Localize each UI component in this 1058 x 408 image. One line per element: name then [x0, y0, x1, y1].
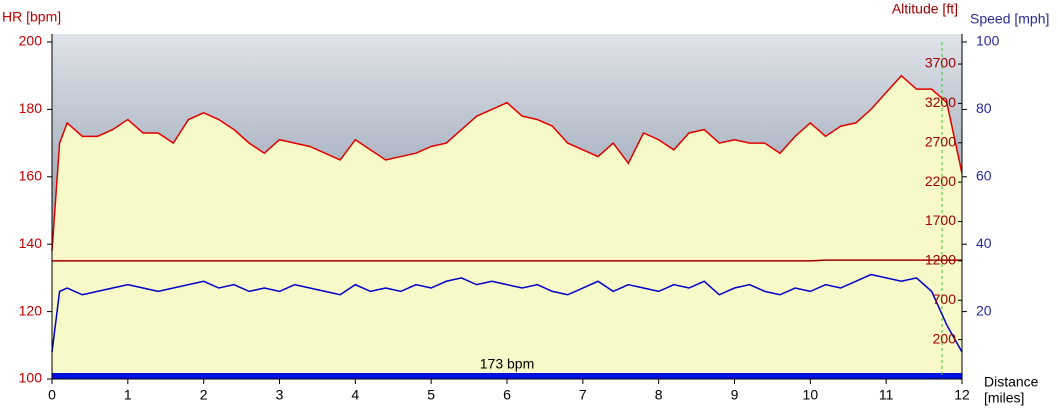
x-tick-label: 3 — [276, 387, 284, 403]
y-tick-label: 160 — [19, 168, 43, 184]
x-tick-label: 11 — [879, 387, 894, 403]
series-line — [51, 74, 963, 251]
x-tick-label: 0 — [48, 387, 56, 403]
series-line — [51, 273, 963, 353]
y3-tick-label: 60 — [976, 168, 992, 184]
y2-tick-label: 2200 — [925, 173, 956, 189]
y3-tick-label: 20 — [976, 302, 992, 318]
series-line — [52, 259, 962, 262]
y3-tick-label: 100 — [976, 33, 1000, 49]
x-tick-label: 4 — [351, 387, 359, 403]
y-tick-label: 140 — [19, 235, 43, 251]
x-tick-label: 6 — [503, 387, 511, 403]
x-axis-label: [miles] — [984, 390, 1024, 406]
y3-axis-label: Speed [mph] — [970, 11, 1049, 27]
x-tick-label: 8 — [655, 387, 663, 403]
y2-axis-label: Altitude [ft] — [892, 1, 958, 17]
y3-tick-label: 40 — [976, 235, 992, 251]
y2-tick-label: 3200 — [925, 94, 956, 110]
y2-tick-label: 2700 — [925, 133, 956, 149]
x-tick-label: 9 — [731, 387, 739, 403]
x-tick-label: 1 — [124, 387, 132, 403]
y-axis-label: HR [bpm] — [2, 9, 61, 25]
x-tick-label: 5 — [427, 387, 435, 403]
y-tick-label: 180 — [19, 100, 43, 116]
x-tick-label: 10 — [803, 387, 819, 403]
y2-tick-label: 200 — [933, 330, 957, 346]
annotation: 173 bpm — [480, 356, 534, 372]
x-axis-label: Distance — [984, 374, 1039, 390]
y-tick-label: 200 — [19, 33, 43, 49]
y2-tick-label: 1700 — [925, 212, 956, 228]
x-tick-label: 12 — [954, 387, 970, 403]
x-tick-label: 7 — [579, 387, 587, 403]
x-tick-label: 2 — [200, 387, 208, 403]
y2-tick-label: 700 — [933, 291, 957, 307]
y3-tick-label: 80 — [976, 100, 992, 116]
hr-area — [52, 75, 962, 379]
avg-band — [52, 373, 962, 379]
y-tick-label: 100 — [19, 370, 43, 386]
y-tick-label: 120 — [19, 302, 43, 318]
y2-tick-label: 3700 — [925, 55, 956, 71]
plot: 173 bpm — [51, 42, 963, 379]
y2-tick-label: 1200 — [925, 252, 956, 268]
